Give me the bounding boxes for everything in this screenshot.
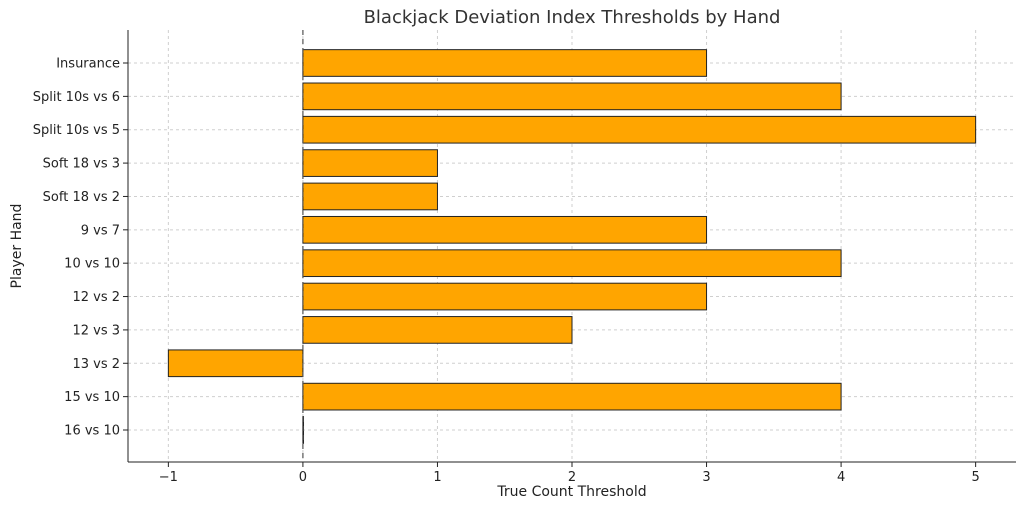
x-tick-label: 4 — [837, 470, 845, 485]
bar-15-vs-10 — [302, 382, 842, 411]
bar-9-vs-7 — [302, 215, 708, 244]
bar-split-10s-vs-5 — [302, 115, 977, 144]
chart-title: Blackjack Deviation Index Thresholds by … — [364, 7, 781, 28]
y-tick-label: Split 10s vs 5 — [33, 123, 120, 138]
y-axis-label: Player Hand — [9, 204, 25, 289]
x-axis-label: True Count Threshold — [496, 484, 646, 500]
y-tick-label: Soft 18 vs 2 — [43, 190, 120, 205]
bar-12-vs-2 — [302, 282, 708, 311]
bar-soft-18-vs-2 — [302, 182, 438, 211]
bar-split-10s-vs-6 — [302, 82, 842, 111]
bar-13-vs-2 — [167, 349, 304, 378]
bar-10-vs-10 — [302, 249, 842, 278]
x-tick-label: 5 — [971, 470, 979, 485]
y-tick-label: 10 vs 10 — [64, 257, 120, 272]
y-tick-label: 12 vs 2 — [72, 290, 120, 305]
y-tick-label: 12 vs 3 — [72, 323, 120, 338]
x-tick-label: 1 — [433, 470, 441, 485]
bar-insurance — [302, 49, 708, 77]
ticks: −1 0 1 2 3 4 5 16 vs 10 15 vs 10 13 vs 2 12 vs 3 12… — [33, 57, 980, 486]
bar-12-vs-3 — [302, 316, 573, 344]
y-tick-label: Soft 18 vs 3 — [43, 157, 120, 172]
x-tick-label: 3 — [702, 470, 710, 485]
x-tick-label: 0 — [299, 470, 307, 485]
y-tick-label: 13 vs 2 — [72, 357, 120, 372]
x-tick-label: 2 — [568, 470, 576, 485]
y-tick-label: 15 vs 10 — [64, 390, 120, 405]
y-tick-label: 16 vs 10 — [64, 424, 120, 439]
y-tick-label: Split 10s vs 6 — [33, 90, 120, 105]
y-tick-label: 9 vs 7 — [81, 223, 120, 238]
bar-soft-18-vs-3 — [302, 149, 438, 177]
x-tick-label: −1 — [159, 470, 178, 485]
y-tick-label: Insurance — [56, 57, 120, 72]
bars — [167, 49, 977, 444]
